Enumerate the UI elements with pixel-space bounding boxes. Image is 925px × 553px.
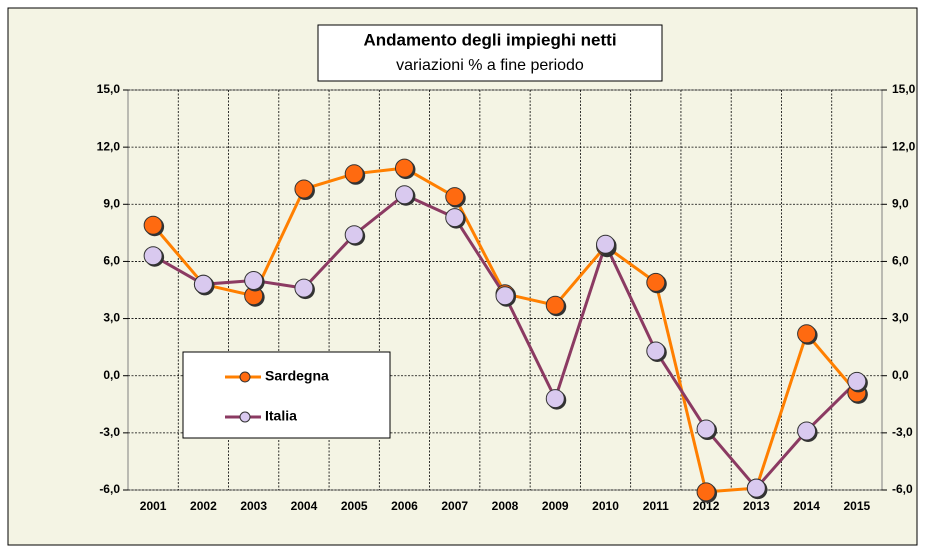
x-tick-label: 2015 bbox=[844, 499, 871, 513]
series-marker-face bbox=[545, 389, 565, 409]
y2-tick-label: 0,0 bbox=[892, 368, 909, 382]
series-marker-face bbox=[394, 158, 414, 178]
series-marker-face bbox=[797, 421, 817, 441]
legend-label: Sardegna bbox=[265, 368, 329, 384]
chart-title: Andamento degli impieghi netti bbox=[363, 30, 616, 49]
x-tick-label: 2010 bbox=[592, 499, 619, 513]
series-marker-face bbox=[646, 341, 666, 361]
series-marker-face bbox=[344, 225, 364, 245]
legend-box bbox=[182, 351, 391, 439]
y2-tick-label: 3,0 bbox=[892, 311, 909, 325]
y-tick-label: 3,0 bbox=[103, 311, 120, 325]
series-marker-face bbox=[696, 482, 716, 502]
y-tick-label: 9,0 bbox=[103, 196, 120, 210]
legend-marker bbox=[239, 371, 251, 383]
series-marker-face bbox=[847, 371, 867, 391]
x-tick-label: 2006 bbox=[391, 499, 418, 513]
series-marker-face bbox=[545, 295, 565, 315]
series-marker-face bbox=[143, 246, 163, 266]
y-tick-label: -6,0 bbox=[99, 482, 120, 496]
legend-marker bbox=[239, 411, 251, 423]
y-tick-label: -3,0 bbox=[99, 425, 120, 439]
series-marker-face bbox=[445, 208, 465, 228]
series-marker-face bbox=[344, 164, 364, 184]
x-tick-label: 2005 bbox=[341, 499, 368, 513]
series-marker-face bbox=[495, 286, 515, 306]
y2-tick-label: 12,0 bbox=[892, 139, 916, 153]
series-marker-face bbox=[696, 419, 716, 439]
series-marker-face bbox=[244, 270, 264, 290]
series-marker-face bbox=[797, 324, 817, 344]
x-tick-label: 2014 bbox=[793, 499, 820, 513]
series-marker-face bbox=[294, 179, 314, 199]
series-marker-face bbox=[193, 274, 213, 294]
x-tick-label: 2003 bbox=[240, 499, 267, 513]
y2-tick-label: 9,0 bbox=[892, 196, 909, 210]
x-tick-label: 2004 bbox=[291, 499, 318, 513]
x-tick-label: 2009 bbox=[542, 499, 569, 513]
y-tick-label: 15,0 bbox=[97, 82, 121, 96]
y-tick-label: 0,0 bbox=[103, 368, 120, 382]
x-tick-label: 2002 bbox=[190, 499, 217, 513]
x-tick-label: 2012 bbox=[693, 499, 720, 513]
series-marker-face bbox=[143, 215, 163, 235]
title-box bbox=[317, 24, 663, 82]
x-tick-label: 2008 bbox=[492, 499, 519, 513]
y-tick-label: 6,0 bbox=[103, 254, 120, 268]
y-tick-label: 12,0 bbox=[97, 139, 121, 153]
x-tick-label: 2013 bbox=[743, 499, 770, 513]
series-marker-face bbox=[646, 272, 666, 292]
x-tick-label: 2011 bbox=[643, 499, 669, 513]
series-marker-face bbox=[445, 187, 465, 207]
series-marker-face bbox=[746, 478, 766, 498]
series-marker-face bbox=[596, 234, 616, 254]
y2-tick-label: 6,0 bbox=[892, 254, 909, 268]
legend-label: Italia bbox=[265, 408, 297, 424]
chart-subtitle: variazioni % a fine periodo bbox=[396, 57, 584, 74]
y2-tick-label: -6,0 bbox=[892, 482, 913, 496]
y2-tick-label: 15,0 bbox=[892, 82, 916, 96]
x-tick-label: 2001 bbox=[140, 499, 167, 513]
x-tick-label: 2007 bbox=[441, 499, 468, 513]
series-marker-face bbox=[394, 185, 414, 205]
series-marker-face bbox=[294, 278, 314, 298]
y2-tick-label: -3,0 bbox=[892, 425, 913, 439]
